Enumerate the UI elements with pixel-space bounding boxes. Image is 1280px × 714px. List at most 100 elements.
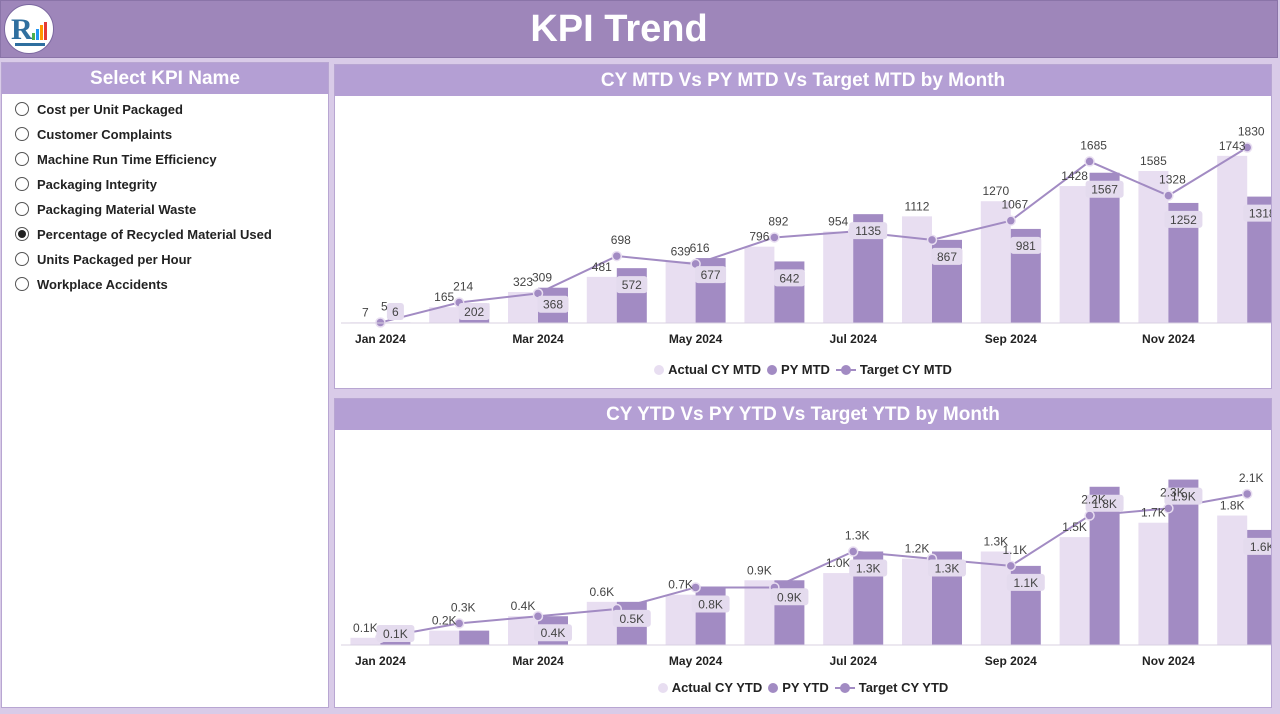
py-data-label: 1.6K bbox=[1250, 540, 1271, 554]
page-title: KPI Trend bbox=[530, 8, 708, 50]
target-line bbox=[380, 146, 1248, 324]
py-data-label: 0.8K bbox=[698, 597, 723, 611]
py-label-box bbox=[691, 595, 730, 613]
py-data-label: 368 bbox=[543, 298, 563, 312]
actual-bar[interactable] bbox=[902, 216, 932, 323]
slicer-item[interactable]: Machine Run Time Efficiency bbox=[2, 147, 328, 172]
target-point[interactable] bbox=[690, 582, 701, 593]
actual-bar[interactable] bbox=[1059, 537, 1090, 645]
py-label-box bbox=[537, 295, 569, 313]
slicer-item[interactable]: Cost per Unit Packaged bbox=[2, 97, 328, 122]
target-data-label: 214 bbox=[453, 279, 473, 293]
target-point[interactable] bbox=[1005, 560, 1017, 572]
actual-data-label: 639 bbox=[671, 245, 691, 259]
actual-data-label: 0.6K bbox=[589, 585, 614, 599]
actual-bar[interactable] bbox=[350, 637, 381, 645]
actual-bar[interactable] bbox=[823, 573, 854, 645]
slicer-item[interactable]: Percentage of Recycled Material Used bbox=[2, 222, 328, 247]
target-point[interactable] bbox=[1084, 510, 1095, 521]
slicer-item[interactable]: Workplace Accidents bbox=[2, 272, 328, 297]
py-data-label: 867 bbox=[937, 250, 957, 264]
slicer-item-label: Units Packaged per Hour bbox=[37, 252, 192, 267]
mtd-chart-title: CY MTD Vs PY MTD Vs Target MTD by Month bbox=[335, 65, 1271, 96]
slicer-item-label: Packaging Integrity bbox=[37, 177, 157, 192]
actual-bar[interactable] bbox=[744, 580, 775, 645]
actual-data-label: 0.7K bbox=[668, 578, 693, 592]
radio-button-icon[interactable] bbox=[15, 152, 29, 166]
py-data-label: 981 bbox=[1016, 239, 1036, 253]
target-point[interactable] bbox=[453, 618, 465, 629]
legend-item[interactable]: Target CY YTD bbox=[834, 680, 948, 695]
actual-bar[interactable] bbox=[429, 630, 460, 645]
target-point[interactable] bbox=[1241, 142, 1253, 153]
py-bar[interactable] bbox=[459, 630, 490, 645]
x-tick-label: May 2024 bbox=[669, 332, 723, 346]
ytd-chart-title: CY YTD Vs PY YTD Vs Target YTD by Month bbox=[335, 399, 1271, 430]
target-point[interactable] bbox=[769, 232, 780, 243]
actual-bar[interactable] bbox=[1138, 522, 1169, 645]
radio-button-icon[interactable] bbox=[15, 127, 29, 141]
target-data-label: 1.3K bbox=[845, 529, 870, 543]
actual-data-label: 1.0K bbox=[826, 556, 851, 570]
company-logo: R bbox=[4, 4, 54, 54]
legend-item[interactable]: PY YTD bbox=[768, 680, 829, 695]
ytd-chart-legend[interactable]: Actual CY YTD PY YTD Target CY YTD bbox=[335, 680, 1271, 695]
mtd-chart-legend[interactable]: Actual CY MTD PY MTD Target CY MTD bbox=[335, 362, 1271, 377]
actual-bar[interactable] bbox=[823, 231, 854, 323]
py-data-label: 0.5K bbox=[619, 612, 644, 626]
actual-bar[interactable] bbox=[665, 594, 696, 645]
target-point[interactable] bbox=[847, 546, 859, 557]
actual-bar[interactable] bbox=[508, 616, 538, 645]
py-label-box bbox=[1085, 494, 1124, 512]
actual-bar[interactable] bbox=[1217, 515, 1248, 645]
target-point[interactable] bbox=[611, 250, 623, 262]
radio-button-icon[interactable] bbox=[15, 177, 29, 191]
legend-item[interactable]: Target CY MTD bbox=[835, 362, 952, 377]
py-bar[interactable] bbox=[1247, 529, 1271, 645]
actual-bar[interactable] bbox=[1059, 186, 1090, 323]
slicer-item[interactable]: Customer Complaints bbox=[2, 122, 328, 147]
legend-item[interactable]: PY MTD bbox=[767, 362, 830, 377]
radio-button-icon[interactable] bbox=[15, 202, 29, 216]
radio-button-icon[interactable] bbox=[15, 252, 29, 266]
py-label-box bbox=[458, 303, 490, 320]
py-data-label: 6 bbox=[392, 305, 399, 319]
target-point[interactable] bbox=[1241, 488, 1253, 500]
py-data-label: 0.1K bbox=[383, 627, 408, 641]
radio-button-icon[interactable] bbox=[15, 227, 29, 241]
slicer-item[interactable]: Packaging Integrity bbox=[2, 172, 328, 197]
slicer-item[interactable]: Packaging Material Waste bbox=[2, 197, 328, 222]
actual-data-label: 1.7K bbox=[1141, 506, 1166, 520]
slicer-item[interactable]: Units Packaged per Hour bbox=[2, 247, 328, 272]
actual-bar[interactable] bbox=[902, 558, 932, 645]
actual-data-label: 1.3K bbox=[983, 535, 1008, 549]
target-point[interactable] bbox=[926, 234, 938, 246]
target-point[interactable] bbox=[1084, 156, 1095, 167]
actual-bar[interactable] bbox=[586, 276, 617, 323]
target-point[interactable] bbox=[1163, 190, 1174, 201]
x-tick-label: Jan 2024 bbox=[355, 332, 406, 346]
legend-item[interactable]: Actual CY MTD bbox=[654, 362, 761, 377]
actual-bar[interactable] bbox=[744, 246, 775, 323]
actual-bar[interactable] bbox=[665, 261, 696, 323]
target-data-label: 698 bbox=[611, 233, 631, 247]
py-bar[interactable] bbox=[1247, 196, 1271, 323]
py-bar[interactable] bbox=[1089, 172, 1120, 323]
target-point[interactable] bbox=[532, 610, 544, 622]
actual-bar[interactable] bbox=[429, 307, 460, 323]
target-point[interactable] bbox=[1005, 215, 1017, 226]
ytd-chart-panel: CY YTD Vs PY YTD Vs Target YTD by Month … bbox=[334, 398, 1272, 708]
legend-label: PY YTD bbox=[782, 680, 829, 695]
radio-button-icon[interactable] bbox=[15, 277, 29, 291]
actual-bar[interactable] bbox=[1217, 155, 1248, 323]
legend-swatch-icon bbox=[834, 683, 855, 693]
py-label-box bbox=[386, 303, 404, 320]
slicer-item-label: Workplace Accidents bbox=[37, 277, 168, 292]
header-bar: R KPI Trend bbox=[0, 0, 1278, 58]
py-label-box bbox=[534, 624, 572, 642]
legend-item[interactable]: Actual CY YTD bbox=[657, 680, 762, 695]
actual-data-label: 796 bbox=[749, 230, 769, 244]
kpi-slicer: Select KPI Name Cost per Unit Packaged Cu… bbox=[1, 62, 329, 708]
radio-button-icon[interactable] bbox=[15, 102, 29, 116]
actual-data-label: 1.8K bbox=[1220, 499, 1245, 513]
